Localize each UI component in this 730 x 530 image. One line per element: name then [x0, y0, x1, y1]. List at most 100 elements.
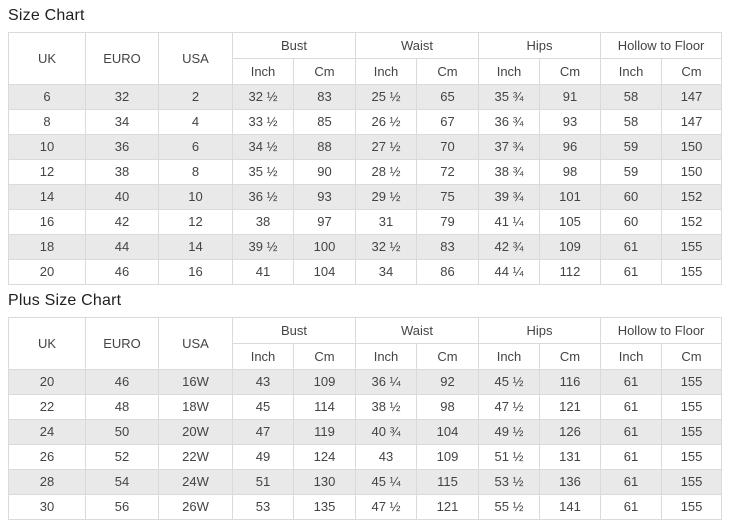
table-row: 12 38 8 35 ½ 90 28 ½ 72 38 ¾ 98 59 150 — [8, 159, 723, 185]
column-subheader: Inch — [232, 343, 294, 370]
table-row: 20 46 16W 43 109 36 ¼ 92 45 ½ 116 61 155 — [8, 369, 723, 395]
column-subheader: Inch — [478, 58, 541, 85]
table-cell: 20 — [8, 369, 86, 395]
table-cell: 41 — [232, 259, 294, 285]
table-cell: 31 — [355, 209, 418, 235]
table-cell: 92 — [416, 369, 480, 395]
table-cell: 6 — [158, 134, 233, 160]
table-cell: 101 — [539, 184, 602, 210]
size-chart-table: UK EURO USA Bust Waist Hips Hollow to Floor Inc… — [8, 32, 723, 285]
table-cell: 155 — [661, 469, 723, 495]
table-cell: 61 — [600, 419, 663, 445]
table-row: 28 54 24W 51 130 45 ¼ 115 53 ½ 136 61 155 — [8, 469, 723, 495]
column-header: USA — [158, 317, 233, 370]
table-cell: 12 — [158, 209, 233, 235]
table-cell: 43 — [232, 369, 294, 395]
column-header: USA — [158, 32, 233, 85]
table-cell: 36 — [85, 134, 159, 160]
table-cell: 61 — [600, 394, 663, 420]
table-cell: 61 — [600, 494, 663, 520]
column-subheader: Cm — [661, 343, 723, 370]
table-cell: 10 — [158, 184, 233, 210]
table-cell: 37 ¾ — [478, 134, 541, 160]
table-cell: 150 — [661, 159, 723, 185]
table-cell: 24 — [8, 419, 86, 445]
column-subheader: Inch — [600, 58, 663, 85]
column-subheader: Inch — [600, 343, 663, 370]
table-cell: 119 — [292, 419, 357, 445]
table-cell: 72 — [416, 159, 480, 185]
table-cell: 33 ½ — [232, 109, 294, 135]
table-cell: 44 ¼ — [478, 259, 541, 285]
header-row: UK EURO USA Bust Waist Hips Hollow to Floor — [8, 32, 723, 85]
table-cell: 32 — [85, 84, 159, 110]
table-cell: 98 — [416, 394, 480, 420]
table-cell: 26 ½ — [355, 109, 418, 135]
table-cell: 12 — [8, 159, 86, 185]
table-cell: 36 ¼ — [355, 369, 418, 395]
table-cell: 115 — [416, 469, 480, 495]
table-cell: 48 — [85, 394, 159, 420]
table-row: 14 40 10 36 ½ 93 29 ½ 75 39 ¾ 101 60 152 — [8, 184, 723, 210]
table-cell: 35 ¾ — [478, 84, 541, 110]
table-cell: 70 — [416, 134, 480, 160]
table-cell: 121 — [416, 494, 480, 520]
column-group-header: Bust — [231, 32, 357, 59]
table-cell: 46 — [85, 369, 159, 395]
size-chart-section: Size Chart UK EURO USA Bust Waist Hips Hollow … — [8, 0, 730, 285]
table-cell: 83 — [292, 84, 357, 110]
subheader-row: Inch Cm Inch Cm Inch Cm Inch Cm — [9, 343, 723, 370]
table-row: 26 52 22W 49 124 43 109 51 ½ 131 61 155 — [8, 444, 723, 470]
table-cell: 114 — [292, 394, 357, 420]
table-cell: 97 — [292, 209, 357, 235]
table-cell: 51 ½ — [478, 444, 541, 470]
table-cell: 126 — [539, 419, 602, 445]
table-cell: 86 — [416, 259, 480, 285]
table-cell: 35 ½ — [232, 159, 294, 185]
table-cell: 47 ½ — [355, 494, 418, 520]
table-cell: 136 — [539, 469, 602, 495]
table-cell: 16 — [158, 259, 233, 285]
table-cell: 98 — [539, 159, 602, 185]
table-cell: 58 — [600, 109, 663, 135]
table-cell: 38 — [85, 159, 159, 185]
column-subheader: Cm — [416, 58, 480, 85]
table-cell: 155 — [661, 259, 723, 285]
column-group-header: Hollow to Floor — [600, 317, 723, 344]
column-subheader: Inch — [232, 58, 294, 85]
table-cell: 52 — [85, 444, 159, 470]
table-cell: 14 — [8, 184, 86, 210]
table-cell: 20 — [8, 259, 86, 285]
table-cell: 36 ½ — [232, 184, 294, 210]
table-cell: 58 — [600, 84, 663, 110]
table-cell: 24W — [158, 469, 233, 495]
table-cell: 65 — [416, 84, 480, 110]
table-cell: 18 — [8, 234, 86, 260]
table-cell: 155 — [661, 419, 723, 445]
table-cell: 50 — [85, 419, 159, 445]
table-row: 22 48 18W 45 114 38 ½ 98 47 ½ 121 61 155 — [8, 394, 723, 420]
table-cell: 46 — [85, 259, 159, 285]
table-cell: 34 ½ — [232, 134, 294, 160]
table-cell: 60 — [600, 209, 663, 235]
table-row: 10 36 6 34 ½ 88 27 ½ 70 37 ¾ 96 59 150 — [8, 134, 723, 160]
table-cell: 124 — [292, 444, 357, 470]
table-cell: 45 ½ — [478, 369, 541, 395]
table-cell: 96 — [539, 134, 602, 160]
table-cell: 135 — [292, 494, 357, 520]
table-cell: 155 — [661, 234, 723, 260]
column-subheader: Cm — [292, 58, 357, 85]
table-cell: 93 — [292, 184, 357, 210]
column-group-header: Waist — [355, 317, 480, 344]
table-cell: 49 ½ — [478, 419, 541, 445]
table-cell: 155 — [661, 369, 723, 395]
table-cell: 152 — [661, 184, 723, 210]
column-header: UK — [8, 32, 86, 85]
table-cell: 152 — [661, 209, 723, 235]
table-cell: 141 — [539, 494, 602, 520]
table-cell: 32 ½ — [355, 234, 418, 260]
table-cell: 53 ½ — [478, 469, 541, 495]
table-cell: 121 — [539, 394, 602, 420]
table-cell: 116 — [539, 369, 602, 395]
table-cell: 39 ¾ — [478, 184, 541, 210]
